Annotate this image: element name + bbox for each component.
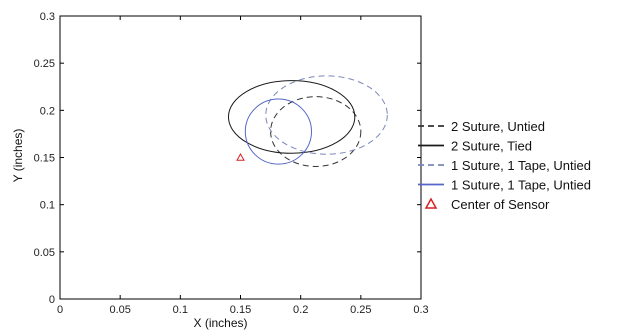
plot-area — [59, 15, 422, 300]
axes-box — [59, 15, 422, 300]
legend-label: 2 Suture, Tied — [451, 139, 532, 154]
legend-triangle-icon — [424, 197, 438, 209]
series-ellipse-2 — [227, 80, 356, 154]
x-axis-label: X (inches) — [193, 316, 247, 330]
x-tick-label: 0.15 — [230, 304, 251, 316]
series-ellipse-4 — [244, 98, 312, 165]
y-tick-label: 0.2 — [40, 105, 55, 117]
y-tick-label: 0.15 — [34, 153, 55, 165]
y-tick-label: 0 — [49, 294, 55, 306]
x-tick-label: 0.05 — [109, 304, 130, 316]
legend-item: 1 Suture, 1 Tape, Untied — [418, 158, 591, 173]
legend-item: 1 Suture, 1 Tape, Untied — [418, 178, 591, 193]
ticks-group: 0 0.05 0.1 0.15 0.2 0.25 0.3 0 0.05 0.1 0.15 0.2 0.2… — [34, 11, 429, 316]
legend-label: 1 Suture, 1 Tape, Untied — [451, 178, 591, 193]
legend-item: 2 Suture, Tied — [418, 139, 532, 154]
x-tick-label: 0 — [57, 304, 63, 316]
sensor-center-marker — [236, 152, 245, 161]
y-tick-label: 0.1 — [40, 200, 55, 212]
series-group — [227, 75, 388, 167]
series-ellipse-3 — [265, 75, 388, 155]
legend-label: 2 Suture, Untied — [451, 119, 545, 134]
legend-label: 1 Suture, 1 Tape, Untied — [451, 158, 591, 173]
x-tick-label: 0.1 — [173, 304, 188, 316]
x-tick-label: 0.2 — [293, 304, 308, 316]
legend: 2 Suture, Untied 2 Suture, Tied 1 Suture, … — [418, 119, 591, 212]
legend-label: Center of Sensor — [451, 197, 550, 212]
legend-item: Center of Sensor — [424, 197, 550, 212]
y-tick-label: 0.25 — [34, 58, 55, 70]
y-tick-label: 0.3 — [40, 11, 55, 23]
y-axis-label: Y (inches) — [11, 129, 25, 183]
y-tick-label: 0.05 — [34, 247, 55, 259]
x-tick-label: 0.25 — [350, 304, 371, 316]
x-tick-label: 0.3 — [413, 304, 428, 316]
series-ellipse-1 — [270, 96, 362, 167]
legend-item: 2 Suture, Untied — [418, 119, 545, 134]
